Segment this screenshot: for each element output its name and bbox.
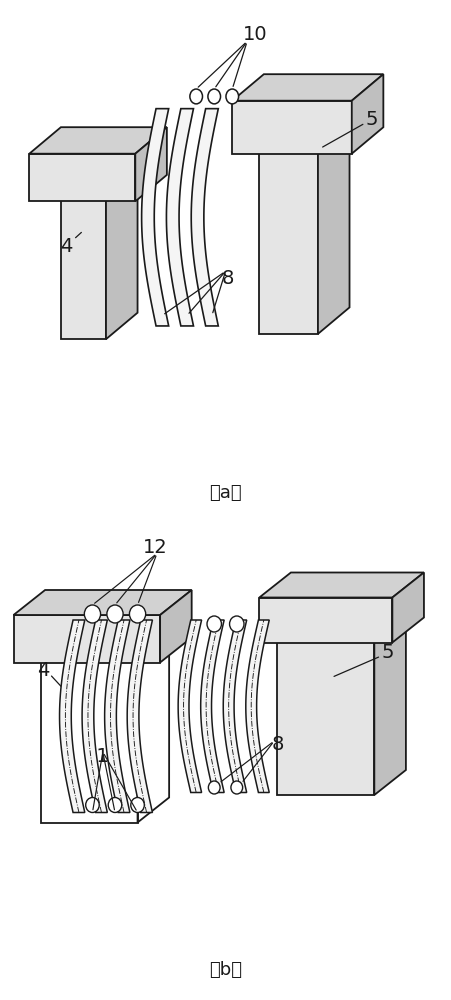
Polygon shape <box>61 154 138 180</box>
Text: 11: 11 <box>85 746 109 766</box>
Polygon shape <box>223 620 247 792</box>
Polygon shape <box>60 620 85 812</box>
Text: 5: 5 <box>382 643 394 662</box>
Circle shape <box>84 605 101 623</box>
Polygon shape <box>191 109 218 326</box>
Circle shape <box>108 798 122 812</box>
Polygon shape <box>82 620 107 812</box>
Circle shape <box>207 616 221 632</box>
Polygon shape <box>61 180 106 339</box>
Text: （a）: （a） <box>209 484 242 502</box>
Polygon shape <box>127 620 152 812</box>
Polygon shape <box>318 106 350 334</box>
Circle shape <box>131 798 144 812</box>
Polygon shape <box>374 598 406 795</box>
Polygon shape <box>106 154 138 339</box>
Polygon shape <box>232 101 352 154</box>
Polygon shape <box>259 598 392 643</box>
Polygon shape <box>201 620 224 792</box>
Circle shape <box>208 781 220 794</box>
Text: 10: 10 <box>243 25 267 44</box>
Polygon shape <box>259 132 318 334</box>
Polygon shape <box>29 154 135 201</box>
Polygon shape <box>135 127 167 201</box>
Text: 12: 12 <box>143 538 168 557</box>
Polygon shape <box>14 615 160 662</box>
Text: 4: 4 <box>60 237 73 256</box>
Circle shape <box>107 605 123 623</box>
Circle shape <box>230 616 244 632</box>
Circle shape <box>129 605 146 623</box>
Circle shape <box>190 89 202 104</box>
Polygon shape <box>277 622 374 795</box>
Polygon shape <box>352 74 383 154</box>
Text: 5: 5 <box>366 110 378 129</box>
Circle shape <box>86 798 99 812</box>
Polygon shape <box>232 74 383 101</box>
Circle shape <box>208 89 221 104</box>
Text: （b）: （b） <box>209 961 242 979</box>
Polygon shape <box>259 106 350 132</box>
Text: 8: 8 <box>221 269 234 288</box>
Polygon shape <box>160 590 192 662</box>
Polygon shape <box>14 590 192 615</box>
Polygon shape <box>29 127 167 154</box>
Circle shape <box>226 89 239 104</box>
Polygon shape <box>277 598 406 622</box>
Polygon shape <box>392 572 424 643</box>
Text: 8: 8 <box>271 736 284 754</box>
Polygon shape <box>246 620 269 792</box>
Polygon shape <box>259 572 424 598</box>
Polygon shape <box>105 620 130 812</box>
Polygon shape <box>178 620 202 792</box>
Polygon shape <box>166 109 193 326</box>
Circle shape <box>231 781 243 794</box>
Text: 4: 4 <box>37 660 49 680</box>
Polygon shape <box>142 109 169 326</box>
